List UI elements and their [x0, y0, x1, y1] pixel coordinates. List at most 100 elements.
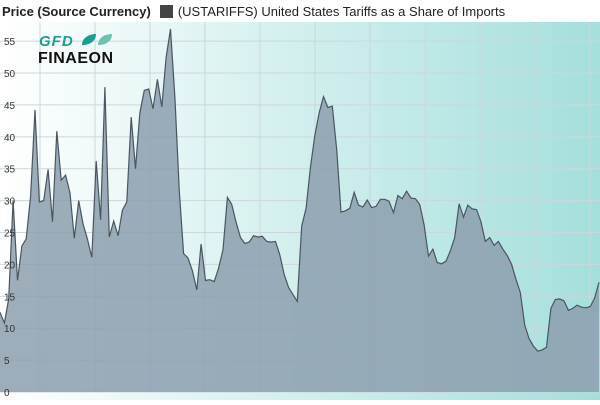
data-point[interactable]: [348, 206, 352, 210]
data-point[interactable]: [120, 208, 124, 212]
data-point[interactable]: [37, 200, 41, 204]
data-point[interactable]: [274, 239, 278, 243]
data-point[interactable]: [217, 266, 221, 270]
data-point[interactable]: [435, 261, 439, 265]
data-point[interactable]: [370, 206, 374, 210]
data-point[interactable]: [488, 236, 492, 240]
data-point[interactable]: [252, 234, 256, 238]
data-point[interactable]: [361, 205, 365, 209]
data-point[interactable]: [413, 197, 417, 201]
data-point[interactable]: [418, 202, 422, 206]
data-point[interactable]: [330, 104, 334, 108]
data-point[interactable]: [212, 280, 216, 284]
data-point[interactable]: [392, 211, 396, 215]
data-point[interactable]: [365, 198, 369, 202]
data-point[interactable]: [260, 234, 264, 238]
data-point[interactable]: [42, 199, 46, 203]
data-point[interactable]: [33, 108, 37, 112]
data-point[interactable]: [501, 247, 505, 251]
data-point[interactable]: [287, 285, 291, 289]
data-point[interactable]: [440, 262, 444, 266]
data-point[interactable]: [94, 159, 98, 163]
data-point[interactable]: [549, 306, 553, 310]
data-point[interactable]: [453, 236, 457, 240]
data-point[interactable]: [129, 115, 133, 119]
data-point[interactable]: [518, 291, 522, 295]
data-point[interactable]: [431, 247, 435, 251]
data-point[interactable]: [571, 306, 575, 310]
data-point[interactable]: [256, 235, 260, 239]
data-point[interactable]: [230, 202, 234, 206]
data-point[interactable]: [531, 344, 535, 348]
data-point[interactable]: [593, 296, 597, 300]
data-point[interactable]: [580, 305, 584, 309]
data-point[interactable]: [540, 348, 544, 352]
data-point[interactable]: [169, 27, 173, 31]
data-point[interactable]: [59, 178, 63, 182]
data-point[interactable]: [374, 204, 378, 208]
data-point[interactable]: [112, 219, 116, 223]
data-point[interactable]: [90, 255, 94, 259]
data-point[interactable]: [247, 240, 251, 244]
data-point[interactable]: [378, 197, 382, 201]
data-point[interactable]: [510, 262, 514, 266]
data-point[interactable]: [234, 220, 238, 224]
data-point[interactable]: [343, 209, 347, 213]
data-point[interactable]: [326, 106, 330, 110]
data-point[interactable]: [422, 223, 426, 227]
data-point[interactable]: [462, 215, 466, 219]
data-point[interactable]: [195, 288, 199, 292]
data-point[interactable]: [151, 107, 155, 111]
data-point[interactable]: [269, 240, 273, 244]
data-point[interactable]: [475, 208, 479, 212]
data-point[interactable]: [291, 292, 295, 296]
data-point[interactable]: [427, 254, 431, 258]
data-point[interactable]: [536, 349, 540, 353]
data-point[interactable]: [16, 278, 20, 282]
data-point[interactable]: [457, 202, 461, 206]
data-point[interactable]: [85, 237, 89, 241]
data-point[interactable]: [68, 191, 72, 195]
data-point[interactable]: [566, 308, 570, 312]
data-point[interactable]: [29, 194, 33, 198]
data-point[interactable]: [523, 323, 527, 327]
data-point[interactable]: [496, 239, 500, 243]
data-point[interactable]: [107, 235, 111, 239]
data-point[interactable]: [383, 197, 387, 201]
data-point[interactable]: [505, 254, 509, 258]
data-point[interactable]: [553, 298, 557, 302]
data-point[interactable]: [190, 269, 194, 273]
legend-swatch[interactable]: [159, 4, 173, 18]
data-point[interactable]: [225, 195, 229, 199]
data-point[interactable]: [317, 111, 321, 115]
data-point[interactable]: [313, 134, 317, 138]
data-point[interactable]: [46, 167, 50, 171]
data-point[interactable]: [164, 56, 168, 60]
data-point[interactable]: [204, 278, 208, 282]
data-point[interactable]: [160, 105, 164, 109]
data-point[interactable]: [339, 210, 343, 214]
data-point[interactable]: [357, 203, 361, 207]
data-point[interactable]: [155, 77, 159, 81]
data-point[interactable]: [64, 173, 68, 177]
data-point[interactable]: [24, 237, 28, 241]
data-point[interactable]: [134, 167, 138, 171]
data-point[interactable]: [400, 197, 404, 201]
data-point[interactable]: [265, 239, 269, 243]
data-point[interactable]: [199, 242, 203, 246]
data-point[interactable]: [470, 207, 474, 211]
data-point[interactable]: [466, 203, 470, 207]
data-point[interactable]: [243, 241, 247, 245]
data-point[interactable]: [448, 249, 452, 253]
data-point[interactable]: [483, 239, 487, 243]
data-point[interactable]: [575, 303, 579, 307]
data-point[interactable]: [584, 306, 588, 310]
data-point[interactable]: [142, 88, 146, 92]
data-point[interactable]: [138, 111, 142, 115]
data-point[interactable]: [177, 189, 181, 193]
data-point[interactable]: [77, 199, 81, 203]
data-point[interactable]: [335, 148, 339, 152]
data-point[interactable]: [116, 234, 120, 238]
data-point[interactable]: [103, 85, 107, 89]
data-point[interactable]: [322, 95, 326, 99]
